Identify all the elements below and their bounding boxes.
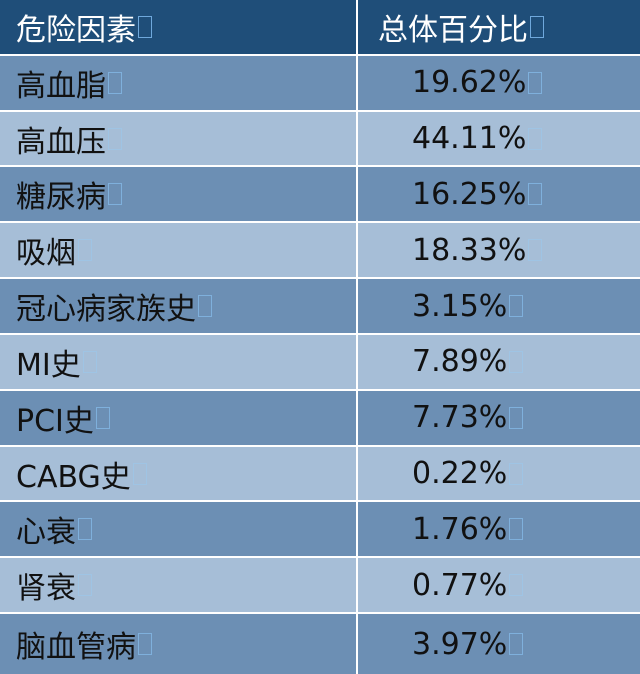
- table-row: 糖尿病 16.25%: [0, 167, 640, 224]
- cell-text: 冠心病家族史: [16, 292, 196, 328]
- missing-glyph-box-icon: [528, 71, 543, 94]
- cell-text: 7.89%: [412, 344, 508, 380]
- cell-text: 高血脂: [16, 68, 106, 104]
- percentage-cell: 19.62%: [358, 56, 640, 110]
- cell-text: 3.15%: [412, 288, 508, 324]
- table-row: 肾衰 0.77%: [0, 558, 640, 615]
- risk-factor-cell: 糖尿病: [0, 167, 358, 222]
- cell-text: 44.11%: [412, 121, 527, 157]
- missing-glyph-box-icon: [82, 350, 97, 373]
- missing-glyph-box-icon: [108, 71, 122, 94]
- percentage-cell: 3.15%: [358, 279, 640, 333]
- table-row: MI史 7.89%: [0, 334, 640, 391]
- table-row: 冠心病家族史 3.15%: [0, 279, 640, 335]
- cell-text: 3.97%: [412, 626, 508, 662]
- header-label: 危险因素: [16, 12, 136, 48]
- percentage-cell: 0.77%: [358, 558, 640, 612]
- percentage-cell: 18.33%: [358, 223, 640, 277]
- cell-text: 18.33%: [412, 232, 527, 268]
- missing-glyph-box-icon: [138, 633, 152, 656]
- cell-text: PCI史: [16, 403, 94, 439]
- percentage-cell: 16.25%: [358, 167, 640, 221]
- missing-glyph-box-icon: [78, 239, 92, 262]
- cell-text: 高血压: [16, 124, 106, 160]
- missing-glyph-box-icon: [132, 462, 147, 485]
- risk-factor-cell: 心衰: [0, 502, 358, 557]
- header-cell-percentage: 总体百分比: [358, 0, 640, 54]
- missing-glyph-box-icon: [509, 518, 524, 541]
- percentage-cell: 7.73%: [358, 391, 640, 445]
- table-row: 高血压 44.11%: [0, 111, 640, 168]
- missing-glyph-box-icon: [509, 633, 524, 656]
- table-row: 心衰 1.76%: [0, 502, 640, 559]
- table-row: 脑血管病 3.97%: [0, 614, 640, 674]
- percentage-cell: 0.22%: [358, 447, 640, 501]
- missing-glyph-box-icon: [78, 518, 92, 541]
- percentage-cell: 44.11%: [358, 112, 640, 166]
- missing-glyph-box-icon: [509, 350, 524, 373]
- missing-glyph-box-icon: [528, 183, 543, 206]
- cell-text: 19.62%: [412, 65, 527, 101]
- cell-text: 糖尿病: [16, 180, 106, 216]
- header-label: 总体百分比: [378, 12, 528, 48]
- risk-factor-cell: 高血压: [0, 111, 358, 166]
- table-row: PCI史 7.73%: [0, 390, 640, 447]
- risk-factor-cell: MI史: [0, 334, 358, 389]
- missing-glyph-box-icon: [95, 406, 110, 429]
- cell-text: 0.22%: [412, 456, 508, 492]
- cell-text: 吸烟: [16, 236, 76, 272]
- cell-text: 7.73%: [412, 400, 508, 436]
- risk-factor-cell: PCI史: [0, 390, 358, 445]
- missing-glyph-box-icon: [509, 574, 524, 597]
- missing-glyph-box-icon: [530, 15, 544, 38]
- cell-text: 16.25%: [412, 176, 527, 212]
- missing-glyph-box-icon: [78, 574, 92, 597]
- cell-text: 肾衰: [16, 571, 76, 607]
- cell-text: 心衰: [16, 515, 76, 551]
- missing-glyph-box-icon: [528, 127, 543, 150]
- missing-glyph-box-icon: [138, 15, 152, 38]
- percentage-cell: 3.97%: [358, 614, 640, 674]
- cell-text: 0.77%: [412, 567, 508, 603]
- missing-glyph-box-icon: [528, 239, 543, 262]
- risk-factor-cell: CABG史: [0, 446, 358, 501]
- percentage-cell: 1.76%: [358, 502, 640, 556]
- header-cell-risk-factor: 危险因素: [0, 0, 358, 54]
- missing-glyph-box-icon: [509, 462, 524, 485]
- missing-glyph-box-icon: [108, 127, 122, 150]
- risk-factor-cell: 冠心病家族史: [0, 279, 358, 333]
- percentage-cell: 7.89%: [358, 335, 640, 389]
- missing-glyph-box-icon: [108, 183, 122, 206]
- risk-factor-cell: 脑血管病: [0, 614, 358, 674]
- cell-text: 1.76%: [412, 511, 508, 547]
- cell-text: CABG史: [16, 459, 131, 495]
- missing-glyph-box-icon: [509, 295, 524, 318]
- missing-glyph-box-icon: [198, 295, 212, 318]
- risk-factor-cell: 吸烟: [0, 223, 358, 278]
- risk-factor-cell: 肾衰: [0, 558, 358, 613]
- table-row: CABG史 0.22%: [0, 446, 640, 503]
- missing-glyph-box-icon: [509, 406, 524, 429]
- table-row: 高血脂 19.62%: [0, 55, 640, 112]
- cell-text: 脑血管病: [16, 630, 136, 666]
- risk-factor-cell: 高血脂: [0, 55, 358, 110]
- table-header-row: 危险因素 总体百分比: [0, 0, 640, 56]
- cell-text: MI史: [16, 347, 81, 383]
- table-row: 吸烟 18.33%: [0, 223, 640, 280]
